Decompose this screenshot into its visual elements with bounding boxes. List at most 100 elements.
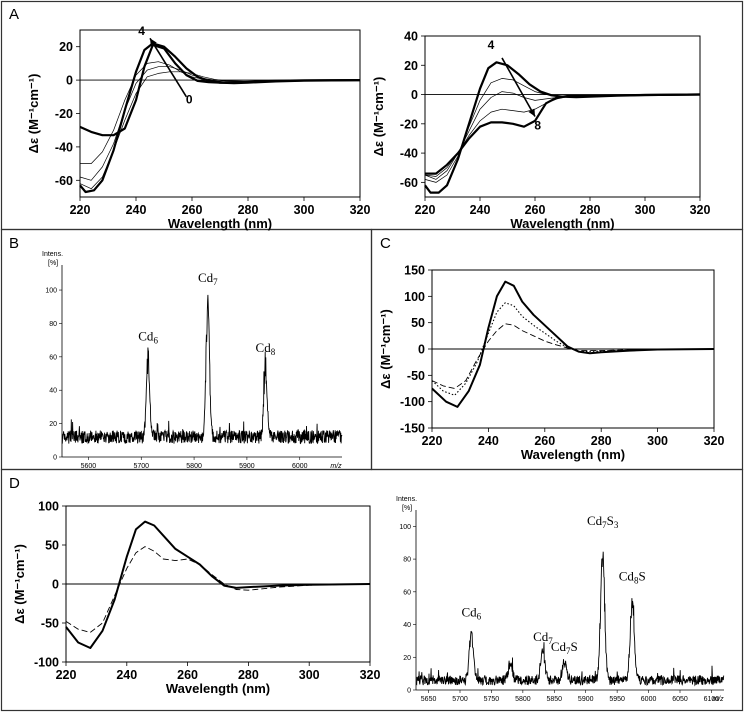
y-tick-label: 0 xyxy=(407,688,411,695)
y-axis-title: Δε (M⁻¹cm⁻¹) xyxy=(371,77,386,157)
y-tick-label: 80 xyxy=(403,557,411,564)
x-axis-title: Wavelength (nm) xyxy=(510,216,614,231)
series-line-2 xyxy=(80,61,361,164)
plot-frame xyxy=(79,29,361,198)
peak-label: Cd7S xyxy=(551,639,578,656)
y-tick-label: 100 xyxy=(38,500,59,514)
x-tick-label: 6050 xyxy=(672,696,688,703)
x-tick-label: 320 xyxy=(360,668,381,682)
x-tick-label: 5750 xyxy=(484,696,500,703)
x-tick-label: 300 xyxy=(635,203,656,217)
x-tick-label: 220 xyxy=(422,434,443,448)
y-tick-label: 0 xyxy=(66,74,73,88)
x-tick-label: 280 xyxy=(580,203,601,217)
x-axis-title: Wavelength (nm) xyxy=(521,447,625,462)
y-tick-label: 0 xyxy=(411,88,418,102)
y-tick-label: 20 xyxy=(59,40,73,54)
x-tick-label: 220 xyxy=(415,203,436,217)
peak-label: Cd7 xyxy=(198,270,218,287)
x-tick-label: 240 xyxy=(478,434,499,448)
y-tick-label: -50 xyxy=(41,617,59,631)
trend-arrowhead xyxy=(528,108,535,117)
y-tick-label: 40 xyxy=(404,30,418,44)
intensity-label: Intens. xyxy=(42,251,63,258)
intensity-unit: [%] xyxy=(48,260,58,267)
panel-c-letter: C xyxy=(380,235,391,252)
y-tick-label: 20 xyxy=(403,655,411,662)
y-tick-label: 50 xyxy=(45,539,59,553)
series-line-2 xyxy=(431,302,715,396)
x-tick-label: 5600 xyxy=(81,463,97,470)
x-tick-label: 300 xyxy=(299,668,320,682)
x-tick-label: 6000 xyxy=(641,696,657,703)
peak-label: Cd7 xyxy=(533,629,553,646)
series-annotation: 0 xyxy=(186,92,193,106)
series-line-1 xyxy=(431,280,715,408)
chart-b: 0 20 40 60 80 100 5600 5700 5800 5900 6000 Intens. [… xyxy=(42,251,343,470)
x-tick-label: 220 xyxy=(70,203,91,217)
x-tick-label: 260 xyxy=(177,668,198,682)
y-axis-title: Δε (M⁻¹cm⁻¹) xyxy=(378,309,393,389)
chart-d-right: 0 20 40 60 80 100 5650 5700 5750 5800 5850 5900 5950… xyxy=(396,496,725,703)
peak-label: Cd6 xyxy=(461,605,481,622)
peak-label: Cd6 xyxy=(138,328,158,345)
panel-a-letter: A xyxy=(9,6,19,23)
y-axis-title: Δε (M⁻¹cm⁻¹) xyxy=(12,544,27,624)
y-tick-label: -60 xyxy=(400,176,418,190)
y-tick-label: -100 xyxy=(400,395,425,409)
peak-label: Cd7S3 xyxy=(587,513,619,530)
plot-frame xyxy=(424,35,701,198)
x-tick-label: 5650 xyxy=(421,696,437,703)
panel-d-frame xyxy=(0,468,744,712)
peak-label: Cd8 xyxy=(256,340,276,357)
y-tick-label: -150 xyxy=(400,422,425,436)
trend-arrowhead xyxy=(150,38,157,47)
x-tick-label: 280 xyxy=(238,203,259,217)
x-tick-label: 260 xyxy=(534,434,555,448)
series-line-1 xyxy=(424,61,701,194)
x-tick-label: 320 xyxy=(704,434,725,448)
x-tick-label: 6000 xyxy=(292,463,308,470)
x-tick-label: 280 xyxy=(238,668,259,682)
x-axis-title: m/z xyxy=(712,696,724,703)
y-tick-label: 0 xyxy=(52,578,59,592)
trend-arrow xyxy=(501,57,536,117)
x-tick-label: 240 xyxy=(126,203,147,217)
x-tick-label: 260 xyxy=(525,203,546,217)
spectrum-trace xyxy=(61,294,343,445)
y-tick-label: 0 xyxy=(53,455,57,462)
y-tick-label: 100 xyxy=(45,288,57,295)
x-tick-label: 260 xyxy=(182,203,203,217)
series-line-2 xyxy=(65,546,371,633)
series-line-3 xyxy=(431,323,715,389)
x-tick-label: 280 xyxy=(591,434,612,448)
y-tick-label: 100 xyxy=(404,290,425,304)
intensity-unit: [%] xyxy=(402,505,412,512)
x-axis-title: m/z xyxy=(330,463,342,470)
intensity-label: Intens. xyxy=(396,496,417,503)
x-tick-label: 240 xyxy=(470,203,491,217)
x-tick-label: 220 xyxy=(56,668,77,682)
y-tick-label: -20 xyxy=(400,117,418,131)
y-tick-label: -100 xyxy=(34,656,59,670)
series-line-1 xyxy=(65,520,371,649)
series-annotation: 4 xyxy=(488,38,495,52)
y-tick-label: 40 xyxy=(49,388,57,395)
y-tick-label: 50 xyxy=(411,316,425,330)
chart-a-left: 20 0 -20 -40 -60 220 240 260 280 300 320 Wavelength… xyxy=(26,24,370,231)
y-tick-label: -20 xyxy=(55,107,73,121)
series-annotation: 8 xyxy=(534,119,541,133)
x-tick-label: 320 xyxy=(350,203,371,217)
y-axis-title: Δε (M⁻¹cm⁻¹) xyxy=(26,74,41,154)
x-axis-title: Wavelength (nm) xyxy=(168,216,272,231)
panel-b-letter: B xyxy=(9,235,19,252)
x-tick-label: 300 xyxy=(294,203,315,217)
series-line-5 xyxy=(425,93,701,175)
y-tick-label: 20 xyxy=(404,59,418,73)
x-tick-label: 5800 xyxy=(515,696,531,703)
panel-d-letter: D xyxy=(9,475,20,492)
x-tick-label: 300 xyxy=(647,434,668,448)
trend-arrow xyxy=(149,37,188,98)
